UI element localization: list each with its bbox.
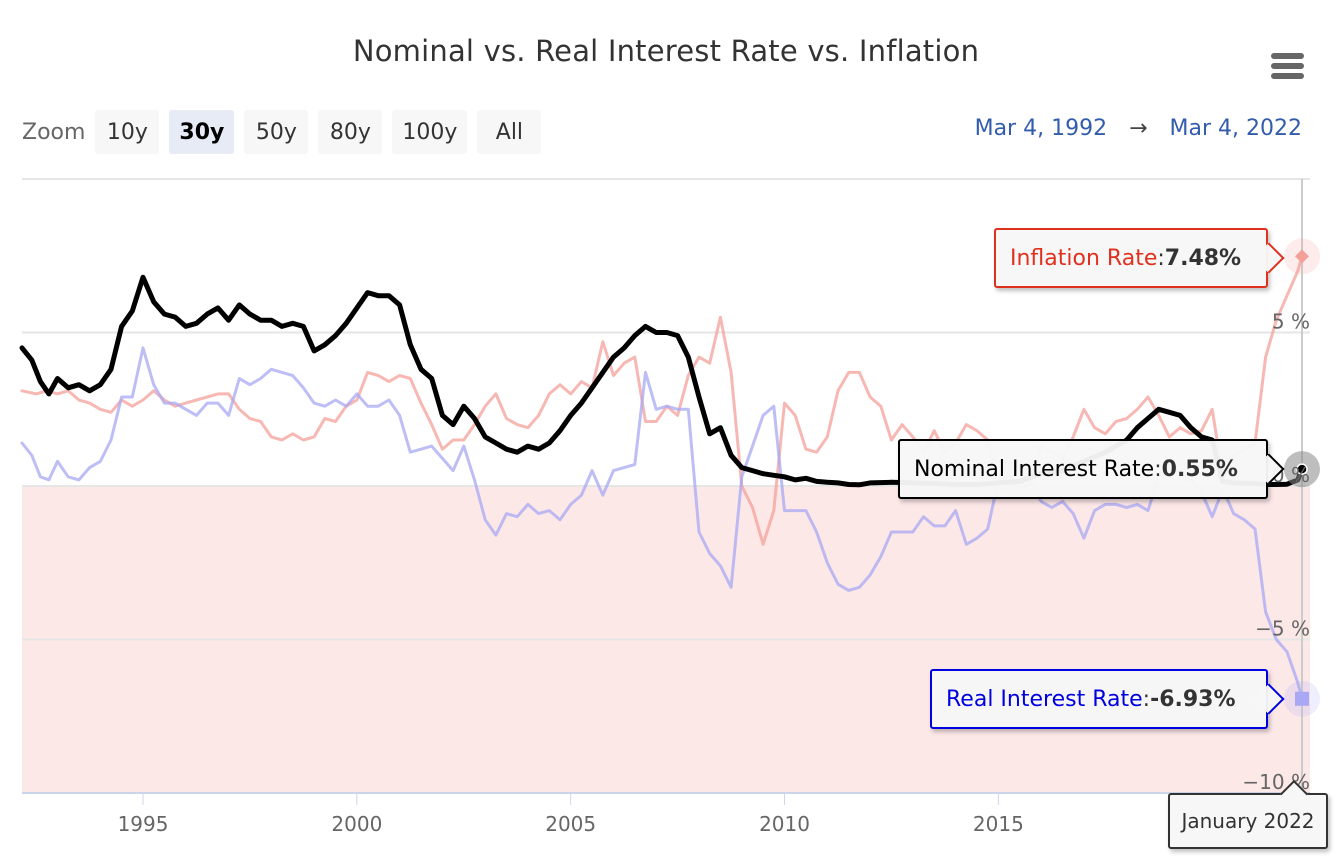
zoom-80y-button[interactable]: 80y: [318, 110, 383, 154]
x-tick-label: 2015: [973, 812, 1024, 836]
tooltip-value: 0.55%: [1161, 456, 1238, 482]
nominal-circle-marker: [1296, 463, 1308, 475]
date-range: Mar 4, 1992 → Mar 4, 2022: [975, 116, 1302, 141]
inflation-diamond-marker: [1295, 249, 1309, 264]
tooltip-separator: :: [1154, 456, 1162, 482]
nominal-tooltip: Nominal Interest Rate: 0.55%: [898, 439, 1285, 499]
x-tick-label: 1995: [118, 812, 169, 836]
range-arrow-icon: →: [1129, 116, 1148, 141]
inflation-tooltip: Inflation Rate: 7.48%: [994, 228, 1285, 288]
tooltip-date: January 2022: [1181, 809, 1315, 833]
y-tick-label: −5 %: [1255, 617, 1310, 641]
tooltip-separator: :: [1142, 686, 1151, 712]
range-to-date[interactable]: Mar 4, 2022: [1169, 116, 1302, 141]
hamburger-menu-icon[interactable]: [1268, 50, 1306, 80]
zoom-100y-button[interactable]: 100y: [392, 110, 468, 154]
menu-bar: [1271, 53, 1304, 59]
real-square-marker: [1295, 691, 1309, 706]
x-tick-label: 2005: [545, 812, 596, 836]
zoom-30y-button[interactable]: 30y: [169, 110, 235, 154]
tooltip-series-name: Nominal Interest Rate: [914, 456, 1155, 482]
zoom-10y-button[interactable]: 10y: [95, 110, 160, 154]
tooltip-separator: :: [1157, 245, 1165, 271]
range-from-date[interactable]: Mar 4, 1992: [974, 116, 1108, 141]
range-selector: Zoom 10y 30y 50y 80y 100y All: [22, 110, 551, 154]
tooltip-series-name: Inflation Rate: [1010, 245, 1158, 271]
chart-title: Nominal vs. Real Interest Rate vs. Infla…: [352, 34, 980, 68]
zoom-all-button[interactable]: All: [477, 110, 542, 154]
menu-bar: [1271, 63, 1304, 69]
tooltip-value: 7.48%: [1164, 245, 1242, 271]
y-tick-label: 5 %: [1272, 310, 1310, 334]
tooltip-value: -6.93%: [1150, 686, 1236, 712]
real-tooltip: Real Interest Rate: -6.93%: [930, 669, 1285, 729]
x-tick-label: 2000: [331, 812, 382, 836]
zoom-label: Zoom: [22, 119, 86, 145]
series-line-real-interest-rate: [20, 346, 1304, 701]
date-tooltip: January 2022: [1168, 779, 1328, 849]
zoom-50y-button[interactable]: 50y: [244, 110, 309, 154]
x-tick-label: 2010: [759, 812, 810, 836]
menu-bar: [1271, 73, 1304, 79]
tooltip-series-name: Real Interest Rate: [946, 686, 1143, 712]
